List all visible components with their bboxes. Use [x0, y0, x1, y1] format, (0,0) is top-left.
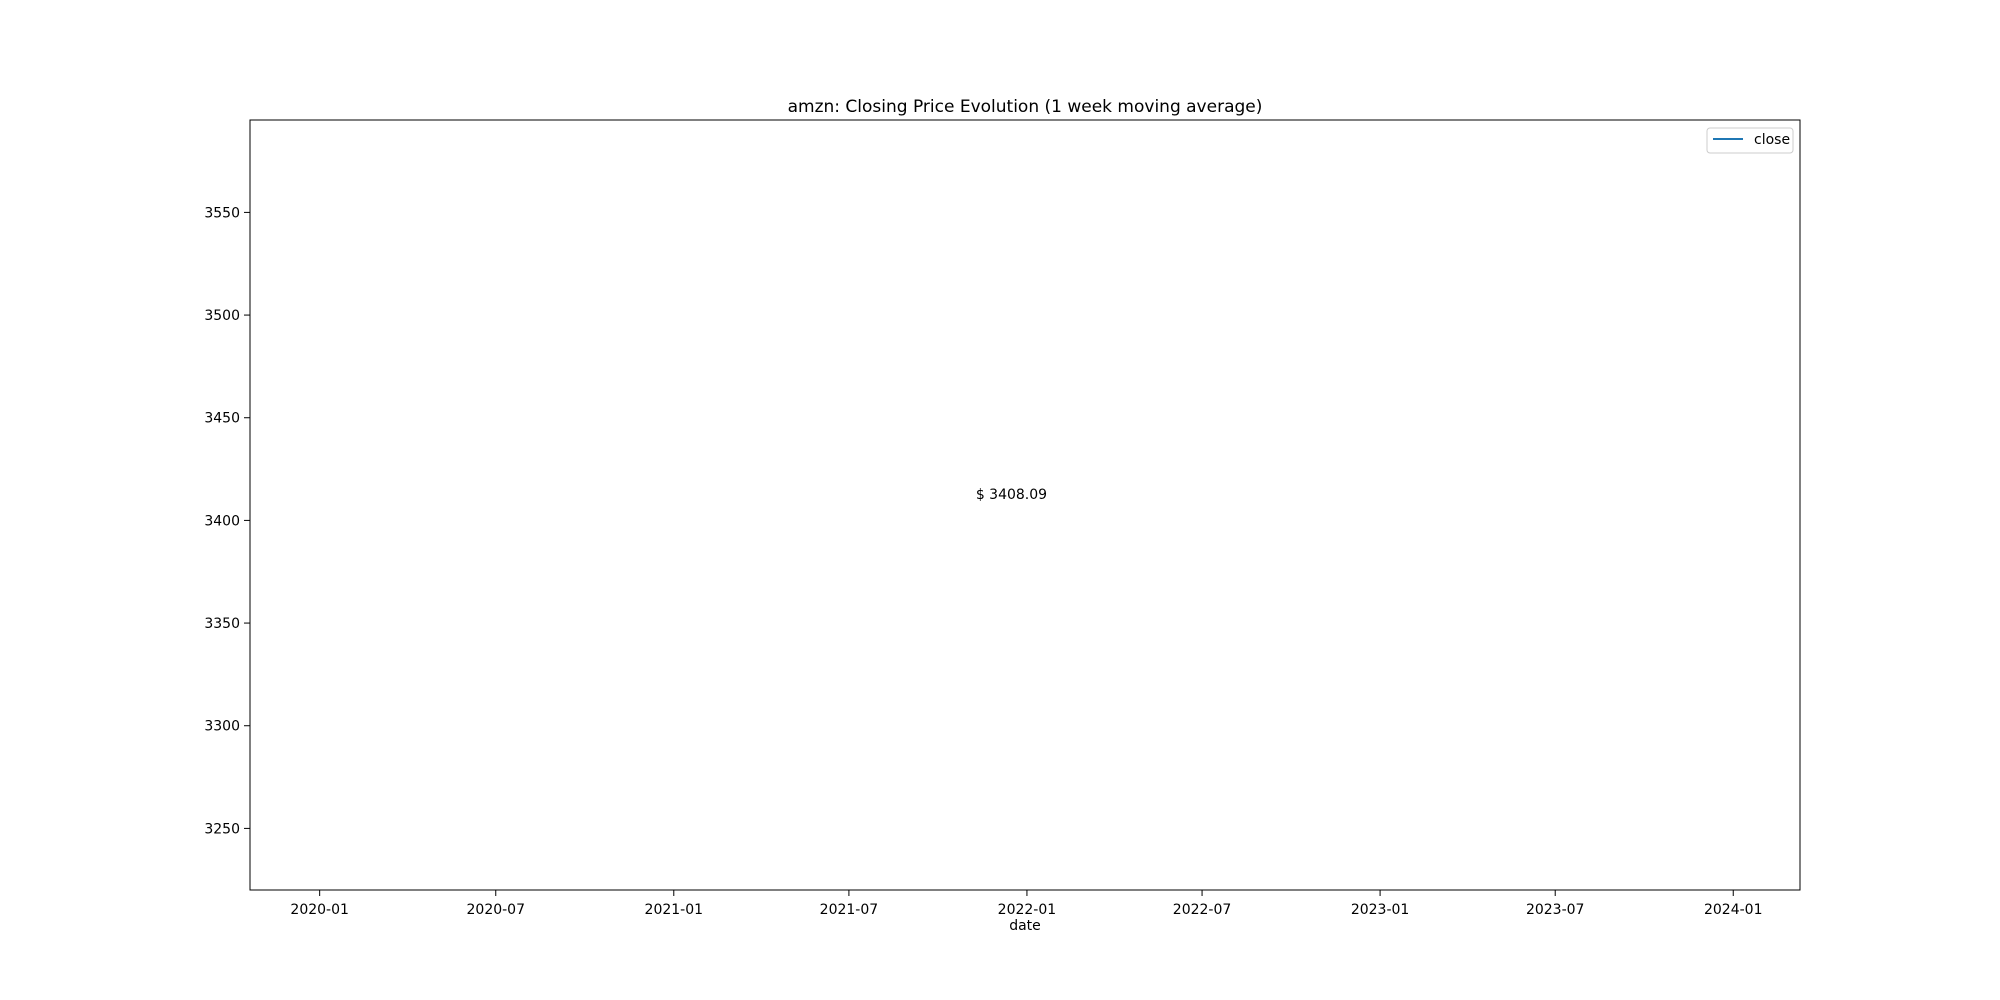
- legend-series-label: close: [1754, 132, 1790, 148]
- x-tick-label: 2024-01: [1704, 902, 1763, 918]
- x-tick-label: 2022-01: [998, 902, 1057, 918]
- y-axis: 3250 3300 3350 3400 3450 3500 3550: [204, 205, 250, 837]
- legend-box: [1706, 127, 1794, 154]
- y-tick-label: 3300: [204, 719, 240, 735]
- x-tick-label: 2023-01: [1351, 902, 1410, 918]
- x-tick-label: 2020-01: [290, 902, 349, 918]
- y-tick-label: 3450: [204, 411, 240, 427]
- plot-frame: [249, 119, 1801, 891]
- legend: close: [1706, 127, 1794, 154]
- x-tick-label: 2020-07: [467, 902, 526, 918]
- y-tick-label: 3550: [204, 205, 240, 221]
- chart-title: amzn: Closing Price Evolution (1 week mo…: [788, 97, 1263, 117]
- annotation-layer: $ 3408.09: [976, 487, 1047, 503]
- x-axis: 2020-01 2020-07 2021-01 2021-07 2022-01 2022-…: [290, 890, 1762, 918]
- y-tick-label: 3250: [204, 821, 240, 837]
- x-axis-label: date: [1009, 918, 1041, 934]
- plot-area: [250, 120, 1800, 890]
- x-tick-label: 2021-01: [645, 902, 704, 918]
- y-tick-label: 3350: [204, 616, 240, 632]
- x-tick-label: 2023-07: [1526, 902, 1585, 918]
- y-tick-label: 3500: [204, 308, 240, 324]
- plot-background: [250, 120, 1800, 890]
- price-annotation: $ 3408.09: [976, 487, 1047, 503]
- x-tick-label: 2022-07: [1173, 902, 1232, 918]
- x-tick-label: 2021-07: [820, 902, 879, 918]
- y-tick-label: 3400: [204, 513, 240, 529]
